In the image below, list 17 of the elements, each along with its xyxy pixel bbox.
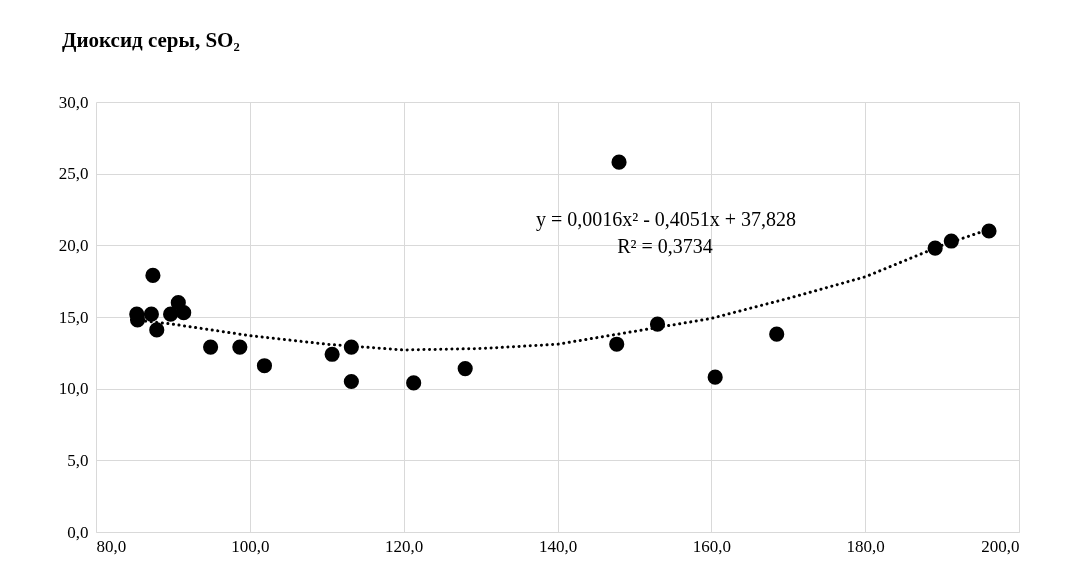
x-tick-label: 160,0 (692, 536, 731, 556)
y-tick-label: 0,0 (67, 522, 89, 542)
x-tick-label: 120,0 (385, 536, 424, 556)
annotation: R² = 0,3734 (617, 235, 713, 257)
y-tick-label: 30,0 (58, 92, 89, 112)
x-tick-label: 80,0 (96, 536, 127, 556)
y-tick-label: 10,0 (58, 379, 89, 399)
x-tick-label: 140,0 (538, 536, 578, 556)
y-tick-label: 15,0 (58, 307, 89, 327)
annotation: y = 0,0016x² - 0,4051x + 37,828 (535, 208, 797, 231)
y-tick-label: 5,0 (67, 450, 89, 470)
x-tick-label: 180,0 (846, 536, 885, 556)
y-tick-label: 25,0 (58, 164, 89, 184)
x-tick-label: 200,0 (981, 536, 1020, 556)
x-tick-label: 100,0 (231, 536, 270, 556)
y-tick-label: 20,0 (58, 235, 89, 255)
chart-title: Диоксид серы, SO₂ (62, 28, 240, 52)
